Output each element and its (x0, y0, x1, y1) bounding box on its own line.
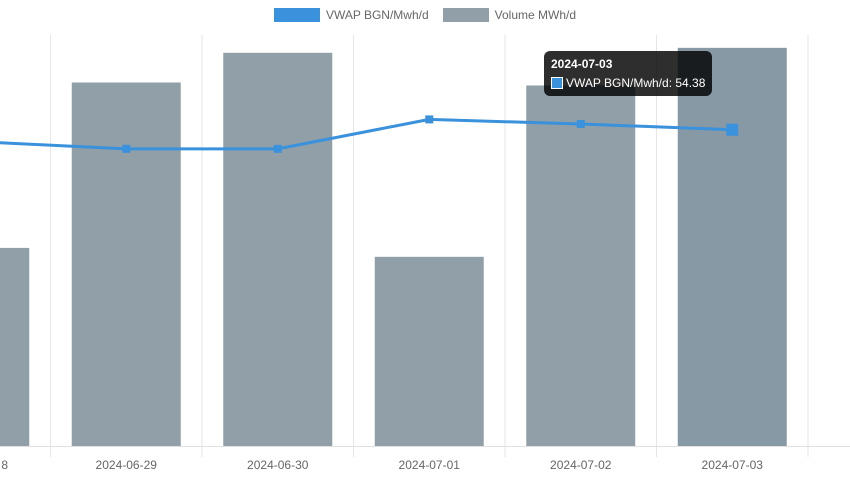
vwap-series-line (0, 117, 733, 151)
x-tick-label: 2024-06-29 (96, 458, 158, 472)
vwap-point[interactable] (122, 144, 131, 153)
x-tick-label: 2024-06-30 (247, 458, 309, 472)
vwap-point[interactable] (726, 123, 739, 136)
tooltip-row: VWAP BGN/Mwh/d: 54.38 (551, 76, 705, 90)
tooltip-label: VWAP BGN/Mwh/d: 54.38 (566, 76, 706, 90)
vwap-point[interactable] (273, 144, 282, 153)
x-tick-label: 8 (1, 458, 8, 472)
legend-item-vwap[interactable]: VWAP BGN/Mwh/d (273, 8, 429, 22)
volume-bars (0, 47, 787, 447)
volume-bar[interactable] (0, 247, 30, 446)
legend-swatch-vwap (273, 8, 320, 22)
vwap-line (0, 115, 739, 153)
volume-bar[interactable] (374, 256, 484, 446)
volume-bar[interactable] (71, 82, 181, 446)
legend-swatch-volume (442, 8, 489, 22)
chart-grid (0, 35, 850, 457)
volume-bar[interactable] (677, 47, 787, 446)
x-tick-label: 2024-07-01 (399, 458, 461, 472)
vwap-point[interactable] (425, 115, 434, 124)
tooltip-color-box (551, 77, 563, 89)
legend-label-vwap: VWAP BGN/Mwh/d (325, 8, 429, 22)
volume-bar[interactable] (526, 85, 636, 446)
tooltip-title: 2024-07-03 (551, 57, 613, 71)
chart-tooltip: 2024-07-03 VWAP BGN/Mwh/d: 54.38 (544, 51, 713, 96)
x-tick-label: 2024-07-02 (550, 458, 612, 472)
x-tick-label: 2024-07-03 (702, 458, 764, 472)
legend: VWAP BGN/Mwh/d Volume MWh/d (0, 8, 850, 22)
legend-item-volume[interactable]: Volume MWh/d (442, 8, 577, 22)
legend-label-volume: Volume MWh/d (494, 8, 577, 22)
vwap-point[interactable] (576, 120, 585, 128)
volume-bar[interactable] (223, 52, 333, 447)
x-axis-ticks: 8 2024-06-29 2024-06-30 2024-07-01 2024-07-0… (1, 458, 763, 472)
